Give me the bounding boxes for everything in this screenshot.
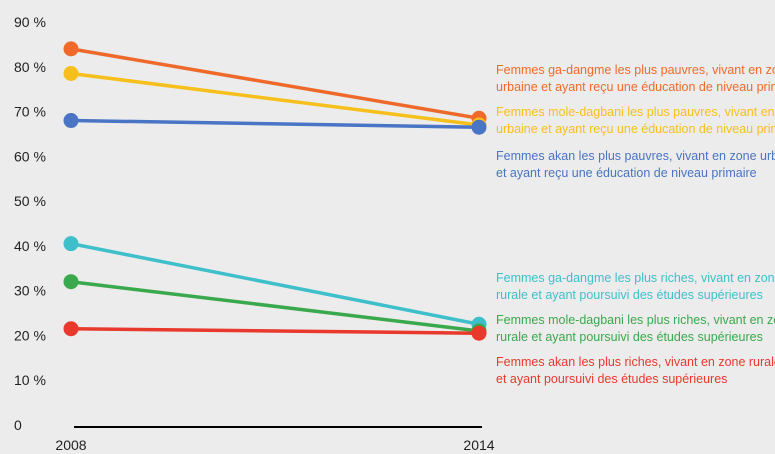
series-line (70, 71, 480, 127)
y-tick-label: 50 % (14, 193, 46, 209)
y-tick-label: 90 % (14, 14, 46, 30)
legend-entry-line: urbaine et ayant reçu une éducation de n… (496, 122, 775, 136)
y-tick-label: 80 % (14, 59, 46, 75)
series-points (63, 41, 487, 341)
series-line (70, 279, 480, 333)
legend-entry-line: Femmes akan les plus pauvres, vivant en … (496, 149, 775, 163)
x-tick-label: 2008 (55, 437, 86, 453)
data-point (63, 274, 79, 290)
x-tick-label: 2014 (463, 437, 494, 453)
y-tick-label: 10 % (14, 372, 46, 388)
series-line (70, 47, 480, 120)
legend-entry-line: Femmes akan les plus riches, vivant en z… (496, 355, 775, 369)
legend: Femmes ga-dangme les plus pauvres, vivan… (496, 63, 775, 386)
data-point (63, 113, 79, 129)
y-tick-label: 20 % (14, 327, 46, 343)
series-line (70, 326, 480, 335)
series-lines (70, 47, 480, 335)
legend-entry: Femmes akan les plus riches, vivant en z… (496, 355, 775, 386)
legend-entry: Femmes ga-dangme les plus riches, vivant… (496, 271, 775, 302)
legend-entry: Femmes mole-dagbani les plus riches, viv… (496, 313, 775, 344)
legend-entry-line: rurale et ayant poursuivi des études sup… (496, 330, 763, 344)
legend-entry-line: urbaine et ayant reçu une éducation de n… (496, 80, 775, 94)
data-point (63, 321, 79, 337)
y-tick-label: 30 % (14, 283, 46, 299)
legend-entry-line: Femmes mole-dagbani les plus riches, viv… (496, 313, 775, 327)
y-tick-label: 40 % (14, 238, 46, 254)
legend-entry-line: Femmes ga-dangme les plus pauvres, vivan… (496, 63, 775, 77)
legend-entry-line: et ayant reçu une éducation de niveau pr… (496, 166, 757, 180)
x-axis-ticks: 2008 2014 (55, 437, 494, 453)
data-point (63, 65, 79, 81)
legend-entry-line: et ayant poursuivi des études supérieure… (496, 372, 727, 386)
data-point (471, 119, 487, 135)
data-point (63, 236, 79, 252)
legend-entry: Femmes ga-dangme les plus pauvres, vivan… (496, 63, 775, 94)
legend-entry-line: Femmes ga-dangme les plus riches, vivant… (496, 271, 775, 285)
series-line (70, 241, 480, 326)
y-tick-label: 70 % (14, 104, 46, 120)
legend-entry: Femmes akan les plus pauvres, vivant en … (496, 149, 775, 180)
legend-entry-line: Femmes mole-dagbani les plus pauvres, vi… (496, 105, 775, 119)
legend-entry-line: rurale et ayant poursuivi des études sup… (496, 288, 763, 302)
y-axis-ticks: 0 10 % 20 % 30 % 40 % 50 % 60 % 70 % 80 % 90 % (14, 14, 46, 433)
data-point (63, 41, 79, 57)
y-tick-label: 60 % (14, 148, 46, 164)
legend-entry: Femmes mole-dagbani les plus pauvres, vi… (496, 105, 775, 136)
y-tick-label: 0 (14, 417, 22, 433)
data-point (471, 325, 487, 341)
series-line (70, 118, 480, 129)
